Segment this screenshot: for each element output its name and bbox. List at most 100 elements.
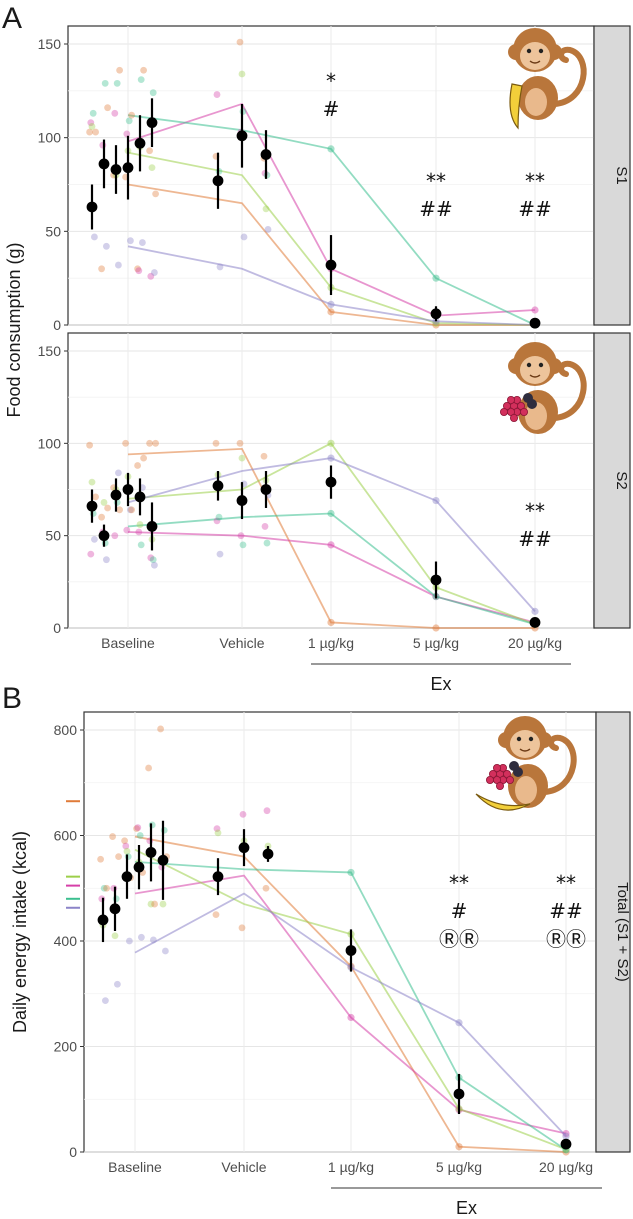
monkey-eye (526, 362, 532, 368)
monkey-icon (508, 28, 587, 130)
raspberry-icon (520, 407, 529, 416)
mean-point (560, 1138, 572, 1150)
mean-point (236, 495, 248, 506)
x-tick-label: 20 µg/kg (539, 1159, 593, 1175)
series-line (127, 447, 535, 629)
monkey-mouth (519, 748, 531, 752)
baseline-point (148, 164, 156, 172)
y-tick-label: 50 (45, 528, 61, 544)
mean-point (110, 164, 122, 175)
baseline-point (115, 853, 122, 860)
baseline-point (92, 128, 99, 136)
chart-panels: 0 50 100 150 S1 * # ** ## ** ## Food consumption (g… (4, 25, 631, 1218)
baseline-point (157, 725, 165, 733)
baseline-point (89, 109, 97, 117)
raspberry-icon (499, 407, 508, 416)
mean-point (430, 574, 442, 586)
monkey-face (520, 42, 550, 70)
baseline-point (145, 764, 153, 772)
mean-point (212, 480, 224, 492)
baseline-point (140, 454, 148, 462)
x-tick-label: Vehicle (221, 1159, 266, 1175)
panel-2: 0 200 400 600 800 Total (S1 + S2) ** # ⓇⓇ ** ## ⓇⓇ D… (10, 711, 631, 1218)
vehicle-point (213, 517, 221, 525)
panel-1: 0 50 100 150 S2 ** ## Baseline Vehicle 1 µg/kg 5 µ… (38, 332, 631, 694)
banana-icon (475, 793, 531, 811)
baseline-point (121, 837, 128, 845)
y-axis-label: Daily energy intake (kcal) (10, 831, 30, 1033)
series-point (327, 454, 335, 462)
mean-point (430, 308, 442, 320)
monkey-belly (525, 402, 547, 430)
series-point (455, 1019, 463, 1027)
baseline-point (104, 104, 111, 112)
mean-point (325, 476, 337, 488)
series-point (562, 1148, 570, 1156)
vehicle-point (238, 454, 246, 462)
series-line (134, 860, 567, 1151)
vehicle-point (214, 829, 222, 837)
monkey-icon (475, 716, 577, 811)
raspberry-icon (492, 764, 501, 773)
series-point (347, 868, 355, 877)
vehicle-point (264, 226, 272, 233)
baseline-point (140, 66, 148, 74)
baseline-point (150, 936, 157, 944)
x-tick-label: 5 µg/kg (413, 635, 459, 651)
x-tick-label: Baseline (108, 1159, 162, 1175)
series-point (327, 509, 335, 518)
monkey-belly (525, 88, 547, 116)
series-point (432, 274, 440, 282)
vehicle-point (213, 91, 221, 98)
series-line (134, 874, 567, 1135)
baseline-point (116, 506, 123, 514)
significance-label: ## (518, 527, 552, 551)
baseline-point (115, 469, 122, 477)
y-axis-label: Food consumption (g) (4, 242, 24, 417)
baseline-point (151, 900, 159, 908)
baseline-point (137, 541, 145, 549)
facet-strip (593, 25, 631, 326)
baseline-point (126, 237, 134, 245)
series-line (127, 512, 536, 626)
mean-point (236, 130, 248, 142)
monkey-mouth (529, 60, 541, 64)
mean-point (134, 491, 146, 503)
baseline-point (116, 66, 123, 74)
y-tick-label: 800 (54, 722, 78, 738)
baseline-point (123, 847, 131, 855)
vehicle-point (216, 263, 224, 271)
mean-point (529, 317, 541, 329)
baseline-point (87, 119, 95, 127)
baseline-point (136, 521, 144, 528)
panel-0: 0 50 100 150 S1 * # ** ## ** ## Food consumption (g… (4, 25, 631, 418)
monkey-icon (499, 342, 587, 434)
baseline-point (86, 128, 93, 136)
series-point (432, 496, 440, 505)
monkey-tail (541, 734, 577, 795)
series-line (127, 183, 535, 326)
baseline-point (92, 493, 99, 501)
vehicle-point (216, 550, 224, 558)
mean-point (109, 903, 121, 915)
baseline-point (128, 506, 136, 514)
mean-point (145, 846, 157, 858)
series-line (127, 245, 536, 326)
y-tick-label: 150 (38, 36, 62, 52)
x-tick-label: 5 µg/kg (436, 1159, 482, 1175)
facet-strip (595, 711, 631, 1153)
baseline-point (100, 884, 108, 892)
vehicle-point (212, 439, 220, 447)
vehicle-point (236, 439, 244, 447)
facet-label: Total (S1 + S2) (614, 882, 631, 982)
mean-point (212, 871, 224, 883)
baseline-point (91, 535, 98, 543)
y-tick-label: 100 (38, 130, 62, 146)
baseline-point (111, 932, 119, 940)
vehicle-point (212, 911, 220, 919)
significance-label: # (451, 899, 468, 923)
x-tick-label: 1 µg/kg (328, 1159, 374, 1175)
baseline-point (159, 900, 167, 908)
baseline-point (88, 478, 96, 486)
